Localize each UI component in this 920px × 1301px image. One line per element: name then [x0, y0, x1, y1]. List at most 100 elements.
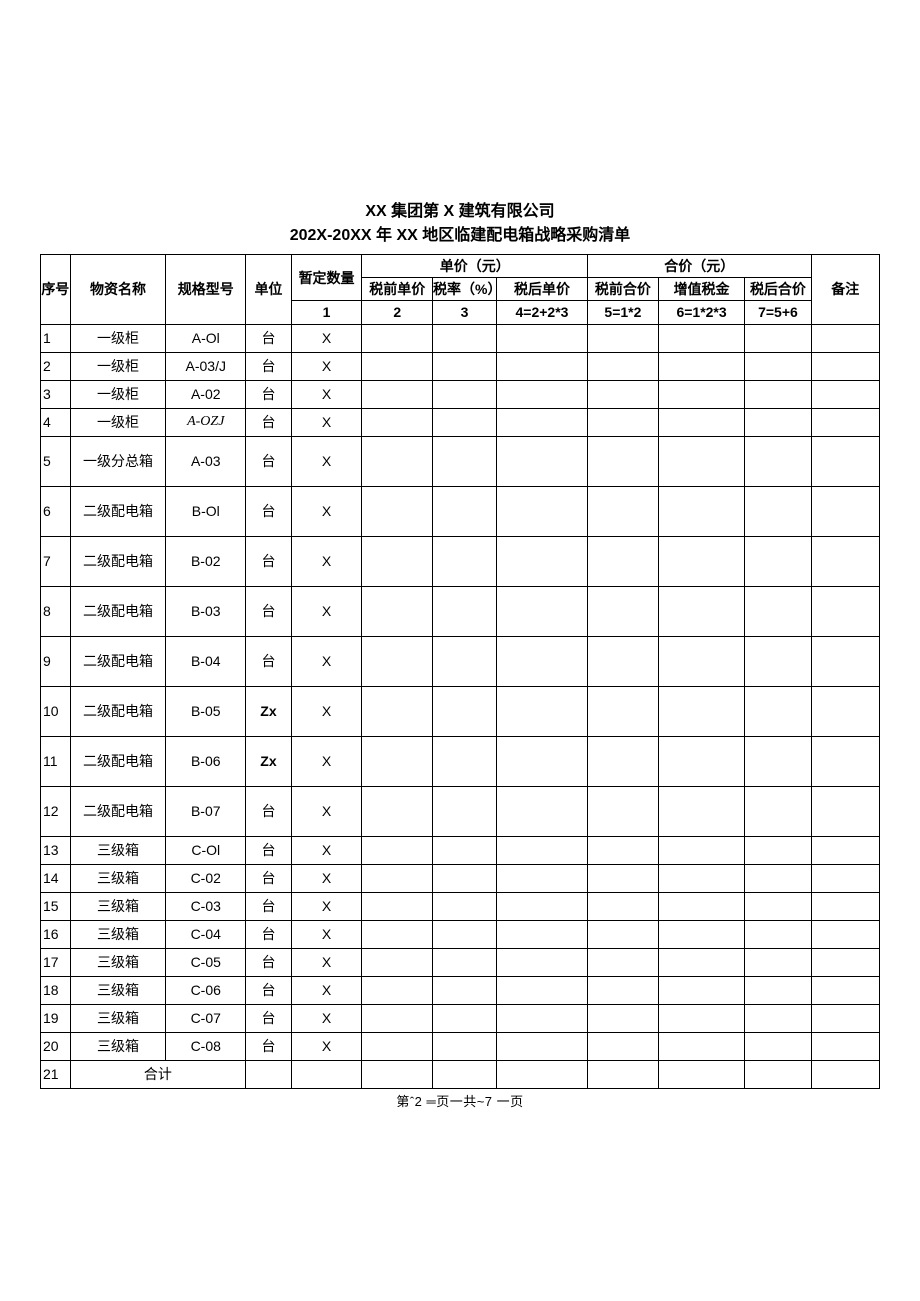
- cell-remark: [811, 686, 879, 736]
- cell-p3: [496, 948, 587, 976]
- cell-p2: [433, 1004, 497, 1032]
- cell-t2: [658, 324, 745, 352]
- cell-name: 二级配电箱: [70, 636, 166, 686]
- cell-p3: [496, 786, 587, 836]
- cell-p3: [496, 976, 587, 1004]
- cell-unit: 台: [246, 408, 292, 436]
- cell-p1: [362, 1032, 433, 1060]
- total-cell: [496, 1060, 587, 1088]
- cell-t1: [588, 536, 659, 586]
- cell-qty: X: [291, 1032, 362, 1060]
- cell-qty: X: [291, 864, 362, 892]
- cell-qty: X: [291, 892, 362, 920]
- cell-t3: [745, 1004, 811, 1032]
- cell-seq: 7: [41, 536, 71, 586]
- cell-t2: [658, 920, 745, 948]
- cell-name: 一级柜: [70, 352, 166, 380]
- total-cell: [433, 1060, 497, 1088]
- cell-remark: [811, 436, 879, 486]
- table-row: 5一级分总箱A-03台X: [41, 436, 880, 486]
- page-footer: 第ˆ2 ═页一共~7 一页: [40, 1091, 880, 1110]
- cell-qty: X: [291, 324, 362, 352]
- cell-remark: [811, 352, 879, 380]
- cell-seq: 6: [41, 486, 71, 536]
- cell-t1: [588, 408, 659, 436]
- cell-name: 三级箱: [70, 892, 166, 920]
- formula-p1: 2: [362, 301, 433, 324]
- cell-qty: X: [291, 486, 362, 536]
- cell-name: 三级箱: [70, 976, 166, 1004]
- cell-t2: [658, 864, 745, 892]
- cell-p3: [496, 536, 587, 586]
- cell-spec: C-Ol: [166, 836, 246, 864]
- cell-name: 一级分总箱: [70, 436, 166, 486]
- cell-p1: [362, 586, 433, 636]
- cell-unit: 台: [246, 486, 292, 536]
- cell-t3: [745, 736, 811, 786]
- cell-qty: X: [291, 636, 362, 686]
- table-row: 13三级箱C-Ol台X: [41, 836, 880, 864]
- cell-t1: [588, 836, 659, 864]
- cell-t2: [658, 1032, 745, 1060]
- cell-t3: [745, 586, 811, 636]
- header-unit-price-group: 单价（元）: [362, 255, 588, 278]
- cell-t3: [745, 976, 811, 1004]
- cell-t2: [658, 636, 745, 686]
- cell-t2: [658, 686, 745, 736]
- cell-p2: [433, 1032, 497, 1060]
- cell-p1: [362, 920, 433, 948]
- total-cell: [246, 1060, 292, 1088]
- cell-name: 三级箱: [70, 836, 166, 864]
- cell-p2: [433, 786, 497, 836]
- cell-spec: A-03: [166, 436, 246, 486]
- header-pre-tax-total: 税前合价: [588, 278, 659, 301]
- cell-spec: C-02: [166, 864, 246, 892]
- table-row: 18三级箱C-06台X: [41, 976, 880, 1004]
- cell-spec: B-03: [166, 586, 246, 636]
- cell-qty: X: [291, 976, 362, 1004]
- cell-p2: [433, 586, 497, 636]
- cell-t2: [658, 948, 745, 976]
- cell-spec: A-03/J: [166, 352, 246, 380]
- cell-p3: [496, 864, 587, 892]
- cell-qty: X: [291, 436, 362, 486]
- cell-qty: X: [291, 586, 362, 636]
- cell-seq: 4: [41, 408, 71, 436]
- table-row: 10二级配电箱B-05ZxX: [41, 686, 880, 736]
- cell-p3: [496, 920, 587, 948]
- cell-t1: [588, 380, 659, 408]
- cell-spec: B-07: [166, 786, 246, 836]
- header-vat: 增值税金: [658, 278, 745, 301]
- cell-t3: [745, 920, 811, 948]
- cell-p3: [496, 352, 587, 380]
- cell-remark: [811, 976, 879, 1004]
- cell-remark: [811, 1032, 879, 1060]
- cell-remark: [811, 920, 879, 948]
- header-total-price-group: 合价（元）: [588, 255, 811, 278]
- cell-spec: A-02: [166, 380, 246, 408]
- cell-remark: [811, 486, 879, 536]
- cell-unit: 台: [246, 536, 292, 586]
- cell-seq: 19: [41, 1004, 71, 1032]
- cell-seq: 15: [41, 892, 71, 920]
- header-spec: 规格型号: [166, 255, 246, 325]
- cell-t3: [745, 892, 811, 920]
- procurement-table: 序号 物资名称 规格型号 单位 暂定数量 单价（元） 合价（元） 备注 税前单价…: [40, 254, 880, 1089]
- cell-name: 三级箱: [70, 864, 166, 892]
- cell-p2: [433, 864, 497, 892]
- cell-qty: X: [291, 1004, 362, 1032]
- cell-t1: [588, 948, 659, 976]
- cell-name: 一级柜: [70, 408, 166, 436]
- cell-unit: Zx: [246, 736, 292, 786]
- header-seq: 序号: [41, 255, 71, 325]
- cell-p3: [496, 436, 587, 486]
- table-row: 9二级配电箱B-04台X: [41, 636, 880, 686]
- cell-t2: [658, 736, 745, 786]
- cell-p2: [433, 976, 497, 1004]
- cell-name: 二级配电箱: [70, 486, 166, 536]
- total-cell: [811, 1060, 879, 1088]
- table-row: 15三级箱C-03台X: [41, 892, 880, 920]
- table-row: 2一级柜A-03/J台X: [41, 352, 880, 380]
- table-row: 14三级箱C-02台X: [41, 864, 880, 892]
- cell-unit: 台: [246, 380, 292, 408]
